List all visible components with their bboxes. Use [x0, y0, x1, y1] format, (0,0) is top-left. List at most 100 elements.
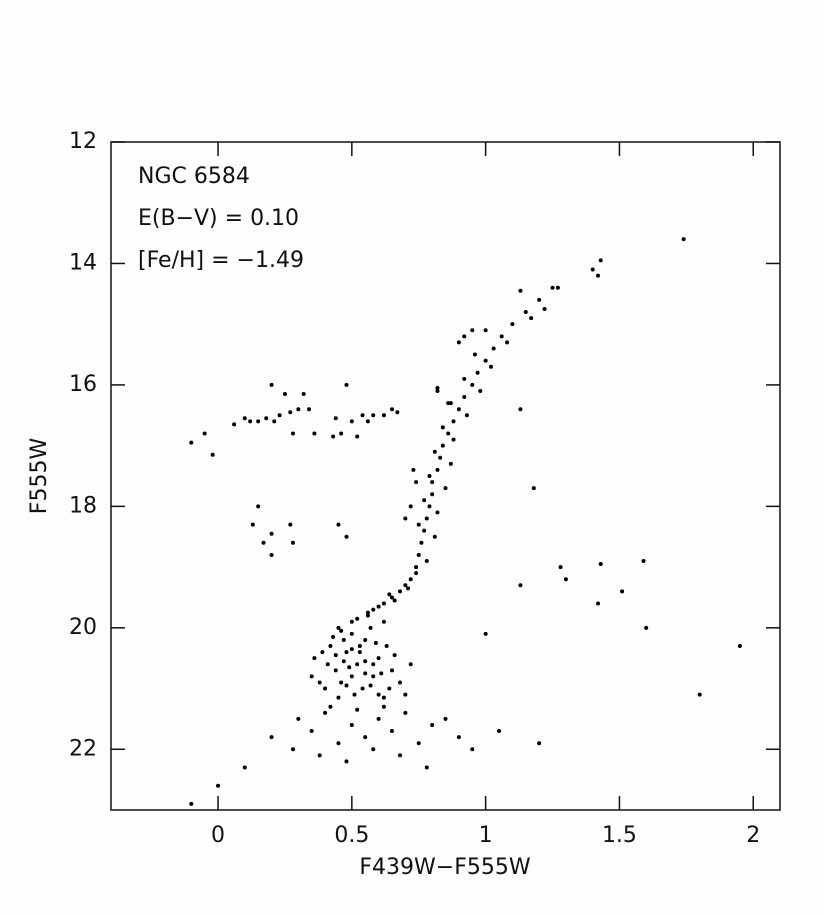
star-point [355, 662, 360, 667]
star-point [371, 607, 376, 612]
star-point [523, 310, 528, 315]
star-point [365, 419, 370, 424]
star-point [376, 604, 381, 609]
star-point [365, 613, 370, 618]
star-point [414, 571, 419, 576]
star-point [446, 431, 451, 436]
star-point [269, 552, 274, 557]
star-point [371, 662, 376, 667]
star-point [464, 413, 469, 418]
star-point [309, 729, 314, 734]
star-point [290, 431, 295, 436]
star-point [411, 467, 416, 472]
star-point [537, 741, 542, 746]
star-point [389, 595, 394, 600]
star-point [282, 392, 287, 397]
star-point [419, 540, 424, 545]
star-point [312, 656, 317, 661]
star-point [336, 522, 341, 527]
y-tick-label: 14 [69, 250, 97, 275]
star-point [347, 665, 352, 670]
star-point [272, 419, 277, 424]
star-point [641, 559, 646, 564]
star-point [518, 288, 523, 293]
y-tick-label: 12 [69, 129, 97, 154]
star-point [376, 656, 381, 661]
star-point [598, 562, 603, 567]
star-point [307, 407, 312, 412]
star-point [349, 722, 354, 727]
star-point [277, 413, 282, 418]
star-point [435, 388, 440, 393]
star-point [371, 674, 376, 679]
star-point [470, 747, 475, 752]
star-point [435, 385, 440, 390]
star-point [424, 765, 429, 770]
x-tick-label: 1.5 [602, 823, 637, 848]
star-point [363, 735, 368, 740]
star-point [384, 644, 389, 649]
star-point [416, 552, 421, 557]
x-tick-label: 2 [746, 823, 760, 848]
star-point [376, 716, 381, 721]
star-point [406, 586, 411, 591]
y-tick-label: 20 [69, 615, 97, 640]
star-point [440, 443, 445, 448]
star-point [387, 592, 392, 597]
annotation: [Fe/H] = −1.49 [138, 248, 304, 273]
star-point [269, 382, 274, 387]
star-point [448, 461, 453, 466]
star-point [344, 650, 349, 655]
star-point [333, 416, 338, 421]
star-point [250, 522, 255, 527]
star-point [344, 382, 349, 387]
star-point [288, 522, 293, 527]
star-point [488, 364, 493, 369]
y-axis-label: F555W [27, 438, 52, 515]
star-point [189, 801, 194, 806]
star-point [462, 376, 467, 381]
star-point [349, 619, 354, 624]
star-point [435, 510, 440, 515]
star-point [462, 334, 467, 339]
star-point [427, 504, 432, 509]
star-point [424, 516, 429, 521]
star-point [344, 683, 349, 688]
star-point [336, 625, 341, 630]
star-point [360, 413, 365, 418]
star-point [371, 747, 376, 752]
star-point [336, 695, 341, 700]
star-point [681, 237, 686, 242]
star-point [216, 783, 221, 788]
star-point [373, 641, 378, 645]
star-point [376, 692, 381, 697]
star-point [392, 598, 397, 603]
star-point [451, 419, 456, 424]
star-point [341, 637, 346, 642]
star-point [290, 540, 295, 545]
star-point [389, 668, 394, 673]
star-point [269, 735, 274, 740]
star-point [505, 340, 510, 345]
star-point [497, 729, 502, 734]
star-point [349, 674, 354, 679]
star-point [309, 674, 314, 679]
star-point [408, 662, 413, 667]
star-point [323, 686, 328, 691]
star-point [312, 431, 317, 436]
star-point [381, 413, 386, 418]
star-point [590, 267, 595, 272]
star-point [232, 422, 237, 427]
star-point [563, 577, 568, 582]
star-point [470, 328, 475, 333]
star-point [341, 659, 346, 664]
star-point [491, 346, 496, 351]
star-point [392, 653, 397, 658]
annotation: NGC 6584 [138, 164, 250, 189]
star-point [256, 504, 261, 509]
star-point [328, 644, 333, 649]
star-point [344, 534, 349, 539]
star-point [398, 680, 403, 685]
star-point [320, 650, 325, 655]
star-point [242, 765, 247, 770]
